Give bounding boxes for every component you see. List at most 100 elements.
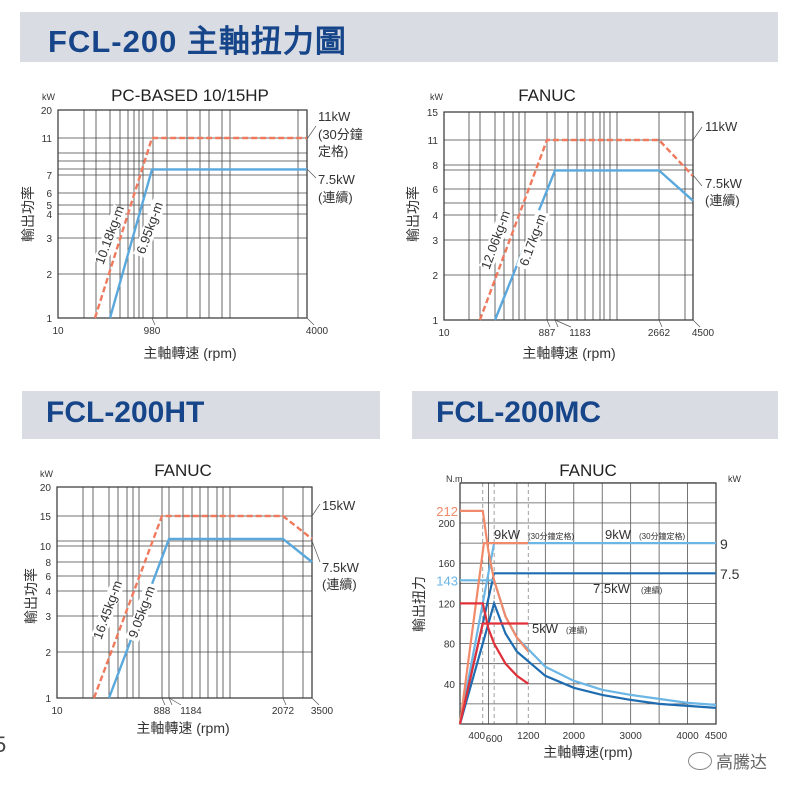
plot-frame xyxy=(443,111,694,321)
annotation-bg xyxy=(479,209,513,271)
chart-3 xyxy=(56,486,321,706)
y-tick-label: 3 xyxy=(45,612,51,623)
page-title: FCL-200 主軸扭力圖 xyxy=(48,24,347,59)
wechat-icon xyxy=(688,751,712,770)
series-line-3 xyxy=(460,579,717,706)
y-unit-label: kW xyxy=(40,469,54,479)
x-tick-label: 2662 xyxy=(648,328,671,339)
section-title-mc: FCL-200MC xyxy=(436,396,602,429)
y-tick-label: 4 xyxy=(45,587,51,598)
series-line-7 xyxy=(460,602,529,685)
y-tick-label: 2 xyxy=(432,271,438,282)
y-tick-label: 160 xyxy=(438,559,455,570)
power-annotation-note: (連續) xyxy=(641,585,663,595)
y-axis-label: 輸出功率 xyxy=(405,186,421,242)
y-tick-label: 7 xyxy=(46,171,52,182)
label-leader xyxy=(311,540,321,563)
series-line-8 xyxy=(458,622,529,725)
annotation-bg xyxy=(93,204,127,266)
y-special-label: 143 xyxy=(436,573,458,588)
tick-leader xyxy=(554,319,559,328)
y-axis-label: 輸出功率 xyxy=(20,186,36,242)
y-tick-label: 15 xyxy=(40,512,52,523)
y2-unit-label: kW xyxy=(728,474,742,484)
y-tick-label: 11 xyxy=(42,134,53,145)
x-tick-label: 2000 xyxy=(563,731,586,742)
y-tick-label: 4 xyxy=(432,211,438,222)
y-tick-label: 20 xyxy=(40,483,52,494)
x-tick-label: 4500 xyxy=(692,328,715,339)
label-leader xyxy=(692,174,703,187)
x-tick-label: 1183 xyxy=(569,328,591,339)
tick-leader xyxy=(168,697,182,706)
series-label: (連續) xyxy=(322,577,357,592)
x-tick-label: 600 xyxy=(486,734,503,745)
y-special-label: 212 xyxy=(436,504,458,519)
series-label: (連續) xyxy=(318,190,353,205)
x-tick-label: 4000 xyxy=(306,326,329,337)
annotation-bg xyxy=(125,581,159,643)
torque-annotation: 10.18kg-m xyxy=(92,203,127,266)
series-line-6 xyxy=(458,541,529,725)
y-tick-label: 6 xyxy=(46,189,52,200)
x-tick-label: 10 xyxy=(438,328,450,339)
series-label: 7.5kW xyxy=(318,172,356,187)
tick-leader xyxy=(306,317,315,326)
section-title-ht: FCL-200HT xyxy=(46,396,205,429)
tick-leader xyxy=(168,697,173,706)
annotation-bg xyxy=(516,209,550,271)
title-banner xyxy=(20,12,778,62)
y-tick-label: 5 xyxy=(46,201,52,212)
x-tick-label: 888 xyxy=(154,706,171,717)
y-tick-label: 4 xyxy=(46,210,52,221)
x-tick-label: 1184 xyxy=(180,706,202,717)
torque-annotation: 16.45kg-m xyxy=(90,578,125,641)
y-tick-label: 8 xyxy=(45,558,51,569)
y-axis-label: 輸出功率 xyxy=(23,568,39,624)
x-tick-label: 887 xyxy=(539,328,556,339)
tick-leader xyxy=(311,697,320,706)
y-tick-label: 2 xyxy=(45,648,51,659)
x-axis-label: 主軸轉速 (rpm) xyxy=(136,720,229,736)
x-tick-label: 2072 xyxy=(272,706,295,717)
label-leader xyxy=(311,503,321,517)
chart-1 xyxy=(57,109,317,326)
series-label: 7.5kW xyxy=(705,176,743,191)
series-label: 11kW xyxy=(705,119,738,134)
y-tick-label: 6 xyxy=(432,185,438,196)
tick-leader xyxy=(161,697,166,706)
x-tick-label: 10 xyxy=(51,706,63,717)
y-tick-label: 8 xyxy=(432,161,438,172)
y-tick-label: 11 xyxy=(428,136,439,147)
x-tick-label: 3000 xyxy=(620,731,643,742)
y-tick-label: 15 xyxy=(427,108,439,119)
x-axis-label: 主軸轉速(rpm) xyxy=(543,744,632,760)
power-annotation-note: (30分鐘定格) xyxy=(639,531,686,541)
y-tick-label: 3 xyxy=(46,234,52,245)
tick-leader xyxy=(151,317,156,326)
y2-tick-label: 7.5 xyxy=(720,566,740,582)
series-label: 7.5kW xyxy=(322,560,360,575)
series-label: 15kW xyxy=(322,498,356,513)
y-tick-label: 80 xyxy=(444,640,456,651)
chart-title: FANUC xyxy=(154,461,212,480)
x-axis-label: 主軸轉速 (rpm) xyxy=(522,345,615,361)
plot-frame xyxy=(56,486,313,699)
x-tick-label: 10 xyxy=(52,326,64,337)
torque-annotation: 6.95kg-m xyxy=(133,200,166,256)
y-axis-label: 輸出扭力 xyxy=(411,576,427,632)
x-tick-label: 400 xyxy=(468,731,485,742)
annotation-bg xyxy=(91,579,125,641)
y-tick-label: 1 xyxy=(45,694,51,705)
series-label: 11kW xyxy=(318,109,351,124)
y-tick-label: 200 xyxy=(438,519,455,530)
series-label: 定格) xyxy=(318,144,348,159)
series-label: (30分鐘 xyxy=(318,127,363,142)
x-axis-label: 主軸轉速 (rpm) xyxy=(143,345,236,361)
annotation-bg xyxy=(133,197,167,259)
x-tick-label: 980 xyxy=(144,326,161,337)
y-tick-label: 1 xyxy=(432,316,438,327)
power-annotation: 5kW xyxy=(532,621,559,636)
series-line-1 xyxy=(92,514,313,699)
